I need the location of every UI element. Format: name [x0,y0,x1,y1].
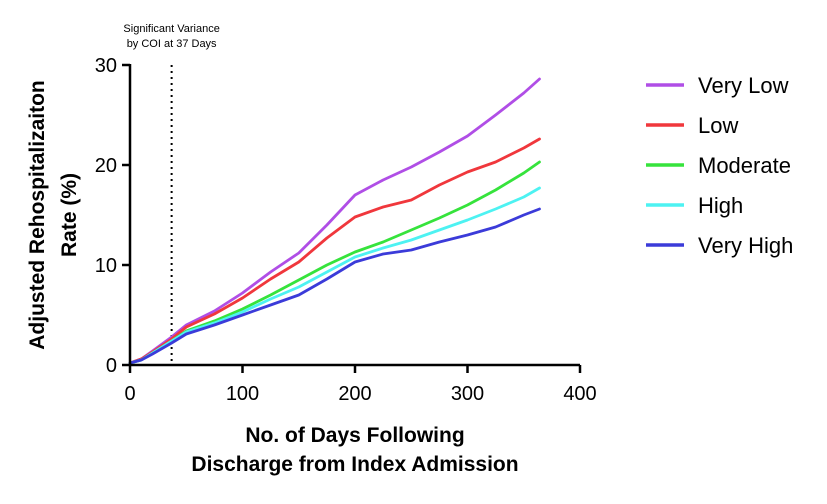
x-axis-label-line-2: Discharge from Index Admission [191,453,518,476]
x-tick-label: 200 [338,383,371,405]
x-tick-label: 300 [451,383,484,405]
legend-label-low: Low [698,113,738,138]
annotation-line-2: by COI at 37 Days [127,38,217,50]
legend-label-very-low: Very Low [698,73,789,98]
legend-label-very-high: Very High [698,233,793,258]
series-line-low [128,137,541,365]
annotation-layer: Significant Variance by COI at 37 Days [123,23,220,365]
series-line-very-high [128,207,541,365]
legend: Very Low Low Moderate High Very High [646,73,793,258]
x-tick-label: 0 [124,383,135,405]
series-layer [128,77,541,365]
y-tick-label: 10 [95,255,117,277]
series-line-very-low [128,77,541,365]
y-axis-label-line-1: Adjusted Rehospitalizaiton [26,80,49,350]
y-tick-label: 0 [106,355,117,377]
legend-label-moderate: Moderate [698,153,791,178]
ticks-layer: 0 100 200 300 400 0 10 20 30 [95,55,597,405]
x-tick-label: 100 [226,383,259,405]
x-axis-label-line-1: No. of Days Following [245,424,464,447]
x-tick-label: 400 [563,383,596,405]
y-tick-label: 30 [95,55,117,77]
series-line-high [128,186,541,365]
legend-label-high: High [698,193,743,218]
y-axis-label-line-2: Rate (%) [58,173,81,257]
y-tick-label: 20 [95,155,117,177]
annotation-line-1: Significant Variance [123,23,219,35]
